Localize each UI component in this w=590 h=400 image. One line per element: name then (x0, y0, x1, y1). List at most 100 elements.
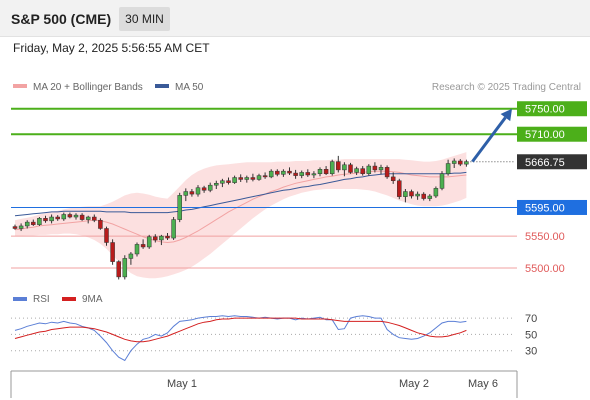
candle (317, 167, 323, 177)
forecast-arrow-shaft (471, 116, 507, 163)
candle-body (360, 168, 365, 174)
candle-body (189, 191, 195, 195)
candle-body (165, 235, 170, 239)
candle-body (195, 187, 201, 195)
candle-body (458, 160, 463, 165)
candle (134, 242, 140, 257)
candle (281, 169, 286, 177)
candle (268, 169, 274, 179)
candle (348, 162, 353, 174)
candle-body (293, 172, 298, 176)
candle-body (372, 165, 378, 171)
level-5595-00-label-box (517, 199, 587, 215)
candle-body (281, 170, 286, 175)
rsi-ma-legend-swatch (62, 297, 76, 301)
candle-body (146, 236, 152, 248)
level-5595-00-label: 5595.00 (525, 202, 565, 214)
candle (275, 169, 280, 177)
level-5666-75-label-box (517, 154, 587, 170)
candle (122, 255, 128, 280)
candle-body (262, 175, 268, 178)
candle (18, 223, 24, 232)
candle (287, 167, 292, 175)
candle (366, 164, 372, 176)
candle-body (128, 253, 134, 259)
candle (61, 212, 67, 221)
candle-body (24, 221, 30, 227)
candle (397, 178, 402, 200)
candle-body (73, 214, 79, 218)
rsi-tick-30: 30 (525, 346, 537, 358)
candle (342, 162, 347, 177)
candle (262, 172, 268, 179)
candle (354, 166, 359, 175)
candle (372, 162, 378, 173)
candle (104, 226, 109, 246)
candle-body (311, 173, 317, 176)
level-5550-00-label: 5550.00 (525, 231, 565, 243)
candle (427, 194, 433, 202)
candle-body (153, 236, 158, 241)
candle-body (207, 184, 213, 191)
candle (451, 158, 457, 168)
candle (232, 175, 237, 184)
candle-body (134, 244, 140, 255)
candle (311, 171, 317, 179)
candle-body (201, 187, 207, 191)
candle-body (427, 195, 433, 199)
ma50-line (14, 171, 467, 217)
candle-body (354, 168, 359, 173)
candle (24, 220, 30, 229)
candle-body (238, 177, 243, 180)
candle (201, 185, 207, 193)
candle-body (104, 228, 109, 243)
candle-body (85, 216, 91, 220)
candle-body (342, 164, 347, 171)
candle-body (122, 258, 128, 278)
candle (226, 177, 231, 185)
interval-button[interactable]: 30 MIN (119, 7, 170, 31)
candle (390, 172, 396, 184)
candle-body (445, 163, 451, 174)
rsi-tick-50: 50 (525, 329, 537, 341)
candle (464, 159, 469, 167)
candle (421, 192, 426, 201)
candle (305, 169, 311, 177)
candle-body (183, 191, 189, 196)
candle (439, 171, 445, 191)
candle (31, 219, 36, 226)
candle-body (61, 214, 67, 220)
candle (92, 214, 97, 223)
x-tick-may-6: May 6 (468, 378, 498, 390)
candle (73, 213, 79, 220)
candle-body (226, 180, 231, 183)
instrument-title: S&P 500 (CME) (11, 11, 112, 27)
candle-body (256, 175, 262, 180)
candle (415, 191, 420, 200)
candle-body (140, 244, 146, 248)
x-tick-may-2: May 2 (399, 378, 429, 390)
candle (12, 224, 18, 230)
price-levels (11, 107, 517, 269)
rsi-ma-legend-label: 9MA (82, 294, 103, 305)
candle (207, 182, 213, 193)
candle (458, 159, 463, 167)
candle-body (287, 170, 292, 174)
candle-body (433, 188, 439, 197)
candles (12, 155, 469, 280)
candle-body (415, 193, 420, 197)
candle-body (250, 177, 256, 180)
candle (329, 159, 335, 176)
candle (177, 192, 182, 223)
candle-body (55, 216, 60, 220)
ma50-legend-swatch (155, 84, 169, 88)
ma20-legend-swatch (13, 84, 27, 88)
candle-body (348, 164, 353, 173)
forecast-arrow (471, 108, 512, 163)
9ma-series-line (14, 317, 467, 343)
candle (146, 234, 152, 249)
candle-body (159, 235, 164, 241)
candle-body (232, 177, 237, 183)
